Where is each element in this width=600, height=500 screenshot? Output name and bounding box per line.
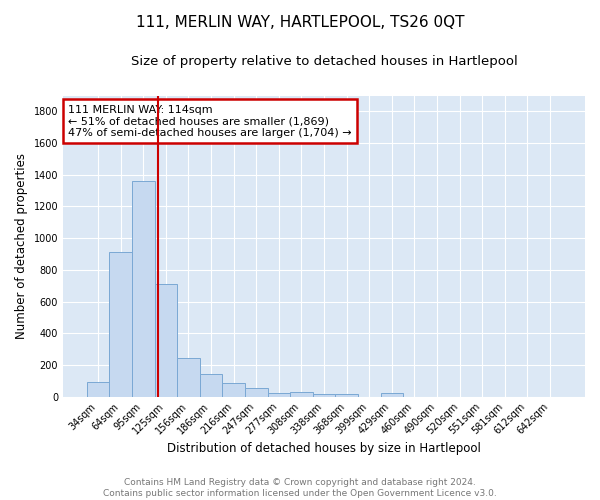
Bar bbox=[245, 388, 268, 396]
Bar bbox=[290, 392, 313, 396]
Bar bbox=[380, 394, 403, 396]
Bar bbox=[109, 252, 132, 396]
Bar bbox=[87, 382, 109, 396]
Bar bbox=[268, 392, 290, 396]
Bar bbox=[155, 284, 177, 397]
Bar bbox=[200, 374, 223, 396]
Bar bbox=[223, 383, 245, 396]
Bar bbox=[335, 394, 358, 396]
Bar bbox=[177, 358, 200, 397]
Y-axis label: Number of detached properties: Number of detached properties bbox=[15, 153, 28, 339]
Text: 111 MERLIN WAY: 114sqm
← 51% of detached houses are smaller (1,869)
47% of semi-: 111 MERLIN WAY: 114sqm ← 51% of detached… bbox=[68, 104, 352, 138]
Text: Contains HM Land Registry data © Crown copyright and database right 2024.
Contai: Contains HM Land Registry data © Crown c… bbox=[103, 478, 497, 498]
X-axis label: Distribution of detached houses by size in Hartlepool: Distribution of detached houses by size … bbox=[167, 442, 481, 455]
Text: 111, MERLIN WAY, HARTLEPOOL, TS26 0QT: 111, MERLIN WAY, HARTLEPOOL, TS26 0QT bbox=[136, 15, 464, 30]
Bar bbox=[313, 394, 335, 396]
Bar bbox=[132, 181, 155, 396]
Title: Size of property relative to detached houses in Hartlepool: Size of property relative to detached ho… bbox=[131, 55, 517, 68]
